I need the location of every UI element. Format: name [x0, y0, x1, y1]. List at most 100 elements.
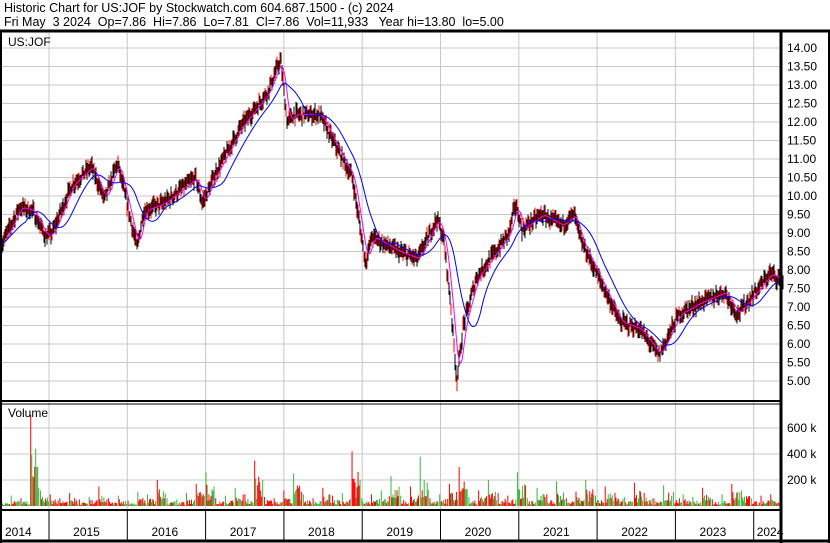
volume-bar	[103, 497, 105, 506]
volume-bar	[203, 495, 205, 506]
volume-bar	[675, 500, 677, 506]
volume-bar	[209, 499, 211, 506]
volume-bar	[10, 495, 12, 506]
volume-bar	[762, 501, 764, 506]
volume-bar	[2, 503, 3, 506]
volume-bar	[521, 498, 523, 506]
volume-bar	[35, 448, 37, 506]
volume-bar	[84, 503, 86, 506]
volume-bar	[451, 493, 453, 506]
volume-bar	[8, 504, 9, 506]
volume-bar	[534, 502, 536, 506]
volume-bar	[566, 503, 568, 506]
volume-bar	[732, 492, 734, 506]
volume-bar	[601, 502, 603, 506]
y-tick-label: 12.50	[787, 97, 817, 111]
volume-bar	[55, 502, 57, 506]
volume-bar	[618, 499, 620, 506]
volume-bar	[579, 503, 581, 506]
volume-bar	[543, 494, 545, 506]
volume-bar	[155, 501, 157, 506]
volume-bar	[753, 502, 755, 506]
volume-bar	[261, 496, 263, 506]
volume-bar	[375, 501, 377, 506]
volume-bar	[445, 499, 447, 506]
volume-bar	[176, 499, 178, 506]
volume-bar	[197, 496, 199, 506]
volume-bar	[23, 501, 25, 506]
volume-bar	[433, 503, 435, 506]
volume-bar	[629, 501, 631, 506]
x-tick-label: 2021	[543, 525, 570, 539]
volume-bar	[307, 504, 309, 506]
volume-bar	[182, 502, 184, 506]
volume-bar	[195, 483, 197, 506]
volume-bar	[348, 500, 350, 506]
volume-bar	[472, 500, 474, 506]
volume-bar	[142, 498, 144, 506]
volume-bar	[426, 482, 428, 506]
volume-bar	[622, 498, 624, 506]
volume-bar	[341, 493, 343, 506]
volume-bar	[157, 492, 159, 506]
volume-bar	[217, 504, 219, 506]
volume-bar	[275, 504, 277, 506]
volume-bar	[21, 504, 23, 506]
volume-bar	[113, 504, 115, 506]
volume-bar	[223, 501, 225, 506]
volume-bar	[54, 499, 56, 506]
volume-bar	[213, 486, 215, 506]
volume-bar	[36, 466, 38, 506]
volume-bar	[352, 478, 354, 506]
volume-bar	[67, 504, 69, 506]
volume-bar	[15, 502, 17, 506]
volume-bar	[777, 502, 779, 506]
volume-bar	[551, 500, 553, 506]
volume-bar	[194, 499, 196, 506]
volume-bar	[351, 451, 353, 506]
volume-bar	[425, 496, 427, 506]
volume-bar	[152, 499, 154, 506]
volume-bar	[298, 488, 300, 506]
volume-bar	[561, 500, 563, 506]
volume-bar	[289, 498, 291, 506]
volume-bar	[24, 501, 26, 506]
volume-bar	[748, 496, 750, 506]
short-moving-average-line	[0, 65, 784, 364]
y-tick-label: 13.50	[787, 60, 817, 74]
volume-bar	[365, 503, 367, 506]
volume-bar	[615, 497, 617, 506]
volume-bar	[283, 490, 285, 506]
volume-bar	[525, 485, 527, 506]
volume-bar	[713, 504, 715, 506]
volume-bar	[482, 499, 484, 506]
volume-bar	[99, 499, 101, 506]
volume-bar	[183, 501, 185, 506]
volume-bar	[458, 467, 460, 506]
volume-bar	[678, 498, 680, 506]
volume-bar	[462, 488, 464, 506]
volume-bar	[27, 504, 29, 506]
volume-bar	[320, 501, 322, 506]
volume-bar	[453, 502, 455, 506]
volume-bar	[494, 491, 496, 506]
volume-bar	[448, 483, 450, 506]
volume-bar	[305, 503, 307, 506]
volume-bar	[414, 501, 416, 506]
volume-bar	[683, 500, 685, 506]
volume-bar	[357, 471, 359, 506]
volume-bar	[717, 501, 719, 506]
volume-bar	[540, 495, 542, 506]
chart-title: Historic Chart for US:JOF by Stockwatch.…	[4, 1, 394, 15]
y-tick-label: 7.00	[787, 300, 811, 314]
y-tick-label: 10.00	[787, 189, 817, 203]
volume-bar	[381, 502, 383, 506]
volume-bar	[262, 479, 264, 506]
volume-bar	[442, 502, 444, 506]
volume-bar	[303, 502, 305, 506]
volume-bar	[711, 499, 713, 506]
volume-bar	[721, 494, 723, 506]
volume-bar	[536, 487, 538, 506]
volume-bar	[663, 485, 665, 506]
volume-bar	[537, 499, 539, 506]
